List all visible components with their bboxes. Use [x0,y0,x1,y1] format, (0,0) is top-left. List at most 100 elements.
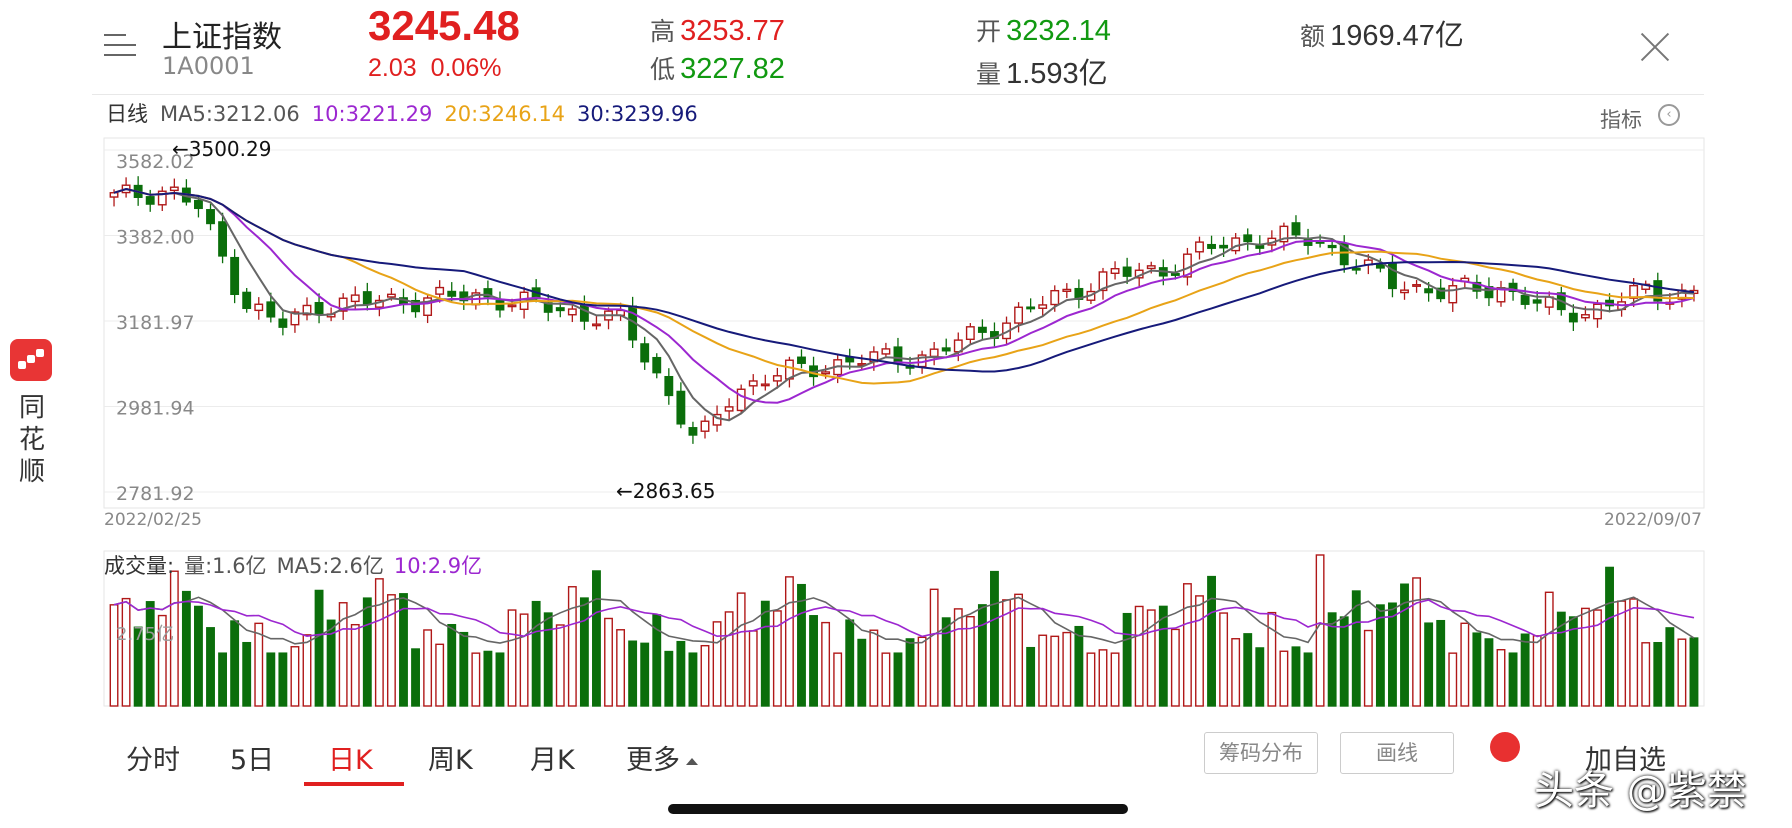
volume-current: 量:1.6亿 [184,554,267,578]
menu-icon[interactable] [104,32,140,60]
volume-bar-up [1038,634,1048,707]
candle-up [712,413,722,426]
volume-bar-up [338,602,348,707]
volume-bar-up [1580,607,1590,707]
y-tick-label: 3181.97 [116,312,195,334]
candle-up [929,348,939,358]
volume-bar-up [953,608,963,707]
ma5-line [113,187,1695,422]
candle-down [1122,266,1132,277]
volume-bar-down [1508,652,1518,707]
candle-up [350,294,360,303]
ths-logo-icon[interactable] [10,339,52,381]
volume-bar-up [290,646,300,707]
volume-bar-up [157,614,167,707]
tab-daily-k[interactable]: 日K [328,745,373,776]
volume-bar-up [1146,609,1156,707]
add-favorite-icon[interactable] [1490,732,1520,762]
volume-bar-down [447,623,457,707]
high-label: 高 [650,17,676,46]
candle-up [724,406,734,412]
candle-down [652,356,662,374]
candle-down [555,307,565,312]
candle-up [821,371,831,375]
side-app-name[interactable]: 同花顺 [18,393,45,487]
volume-bar-down [640,642,650,707]
volume-bar-down [760,600,770,707]
volume-bar-down [664,650,674,707]
volume-bar-up [1110,652,1120,707]
candle-up [760,383,770,387]
volume-bar-down [194,605,203,707]
candle-up [423,297,433,316]
end-date-label: 2022/09/07 [1604,510,1702,530]
volume-bar-down [676,640,686,707]
low-label: 低 [650,55,676,84]
tab-5day[interactable]: 5日 [230,745,275,776]
volume-bar-up [1496,649,1506,707]
chips-distribution-button[interactable]: 筹码分布 [1204,732,1318,774]
y-tick-label: 3382.00 [116,226,195,248]
tab-more[interactable]: 更多 [626,738,698,777]
volume-bar-down [1400,583,1409,707]
candle-up [386,293,396,298]
price-change: 2.03 0.06% [368,54,501,83]
volume-frame [103,550,1705,707]
volume-bar-down [1375,604,1385,707]
volume-bar-down [181,590,191,707]
volume-bar-down [411,648,420,707]
candle-up [302,304,312,316]
ma10-legend: 10:3221.29 [311,102,433,126]
max-price-note: ←3500.29 [172,137,271,161]
candle-down [1327,244,1337,249]
candle-up [1580,314,1590,319]
tab-monthly-k[interactable]: 月K [530,745,575,776]
volume-bar-up [121,597,131,707]
change-percent: 0.06% [430,54,502,82]
candle-down [1436,287,1446,300]
candle-up [1098,271,1108,292]
home-indicator [668,804,1128,814]
indicator-arrow-icon[interactable]: ‹ [1658,104,1680,126]
volume-stat: 量 1.593亿 [976,50,1108,92]
candle-down [1026,306,1036,310]
add-favorite-button[interactable]: 加自选 [1585,745,1666,776]
draw-line-button[interactable]: 画线 [1340,732,1454,774]
volume-bar-up [616,629,626,707]
index-title: 上证指数 [162,20,282,55]
volume-bar-up [1532,635,1542,707]
candle-up [254,303,264,312]
chart-frame [103,137,1705,509]
candle-up [435,286,445,295]
candle-down [1532,299,1542,304]
volume-bar-down [1424,622,1434,707]
volume-bar-down [1653,641,1663,707]
candle-up [1050,289,1060,306]
volume-bar-up [1134,605,1144,707]
candle-up [592,323,601,327]
candle-up [567,308,577,316]
y-tick-label: 3582.02 [116,151,195,173]
volume-bar-down [531,600,541,707]
candle-down [941,347,951,352]
candle-down [1508,282,1518,293]
caret-up-icon [686,758,698,765]
high-value: 3253.77 [680,15,785,47]
indicator-button[interactable]: 指标 [1600,108,1642,132]
volume-bar-down [1122,612,1132,707]
candle-down [362,291,372,305]
volume-bar-up [254,622,264,707]
volume-bar-up [1062,631,1072,707]
volume-bar-down [242,641,252,707]
volume-bar-up [604,617,613,707]
tab-intraday[interactable]: 分时 [126,745,180,776]
period-label: 日线 [106,102,148,126]
tab-weekly-k[interactable]: 周K [428,745,473,776]
candle-up [290,311,300,326]
volume-bar-up [772,610,782,707]
volume-bar-down [1291,646,1301,707]
volume-bar-up [869,629,879,707]
candle-down [194,199,203,210]
candle-down [1207,243,1216,249]
